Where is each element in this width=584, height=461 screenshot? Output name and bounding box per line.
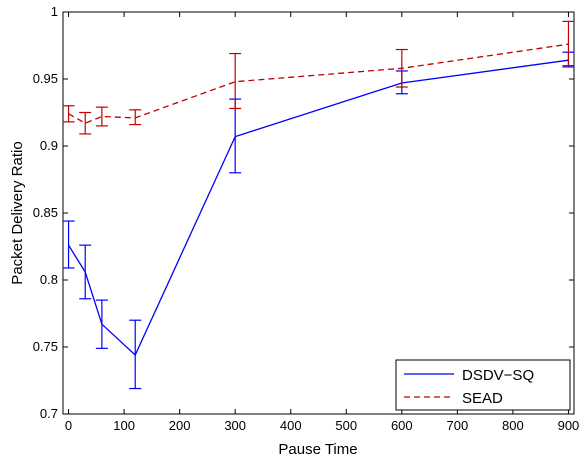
x-tick-label: 900	[558, 418, 580, 433]
error-bar	[62, 220, 75, 269]
x-tick-label: 800	[502, 418, 524, 433]
x-tick-label: 300	[224, 418, 246, 433]
error-bar	[395, 48, 408, 88]
error-bar	[95, 106, 108, 127]
x-tick-label: 100	[113, 418, 135, 433]
error-bar	[62, 105, 75, 123]
error-bar	[79, 244, 92, 300]
x-tick-label: 500	[335, 418, 357, 433]
x-axis-ticks: 0 100 200 300 400 500 600 700 800 900	[65, 12, 579, 433]
x-axis-label: Pause Time	[278, 441, 357, 458]
plot-frame	[62, 11, 575, 415]
error-bar	[229, 52, 242, 110]
y-tick-label: 1	[51, 4, 58, 19]
y-tick-label: 0.8	[40, 272, 58, 287]
error-bar	[129, 109, 142, 126]
x-tick-label: 200	[169, 418, 191, 433]
legend-label-sead: SEAD	[462, 390, 503, 407]
error-bar	[95, 299, 108, 349]
y-tick-label: 0.9	[40, 138, 58, 153]
legend: DSDV−SQ SEAD	[395, 359, 571, 411]
y-tick-label: 0.85	[33, 205, 58, 220]
error-bar	[129, 319, 142, 390]
x-tick-label: 600	[391, 418, 413, 433]
x-tick-label: 700	[447, 418, 469, 433]
x-tick-label: 0	[65, 418, 72, 433]
legend-label-dsdv-sq: DSDV−SQ	[462, 367, 534, 384]
error-bar	[79, 111, 92, 135]
y-tick-label: 0.7	[40, 406, 58, 421]
x-tick-label: 400	[280, 418, 302, 433]
y-tick-label: 0.95	[33, 71, 58, 86]
y-axis-ticks: 0.7 0.75 0.8 0.85 0.9 0.95 1	[33, 4, 574, 421]
y-axis-label: Packet Delivery Ratio	[9, 141, 26, 284]
series-layer	[62, 20, 575, 390]
error-bar	[562, 20, 575, 67]
y-tick-label: 0.75	[33, 339, 58, 354]
legend-box	[395, 359, 571, 411]
